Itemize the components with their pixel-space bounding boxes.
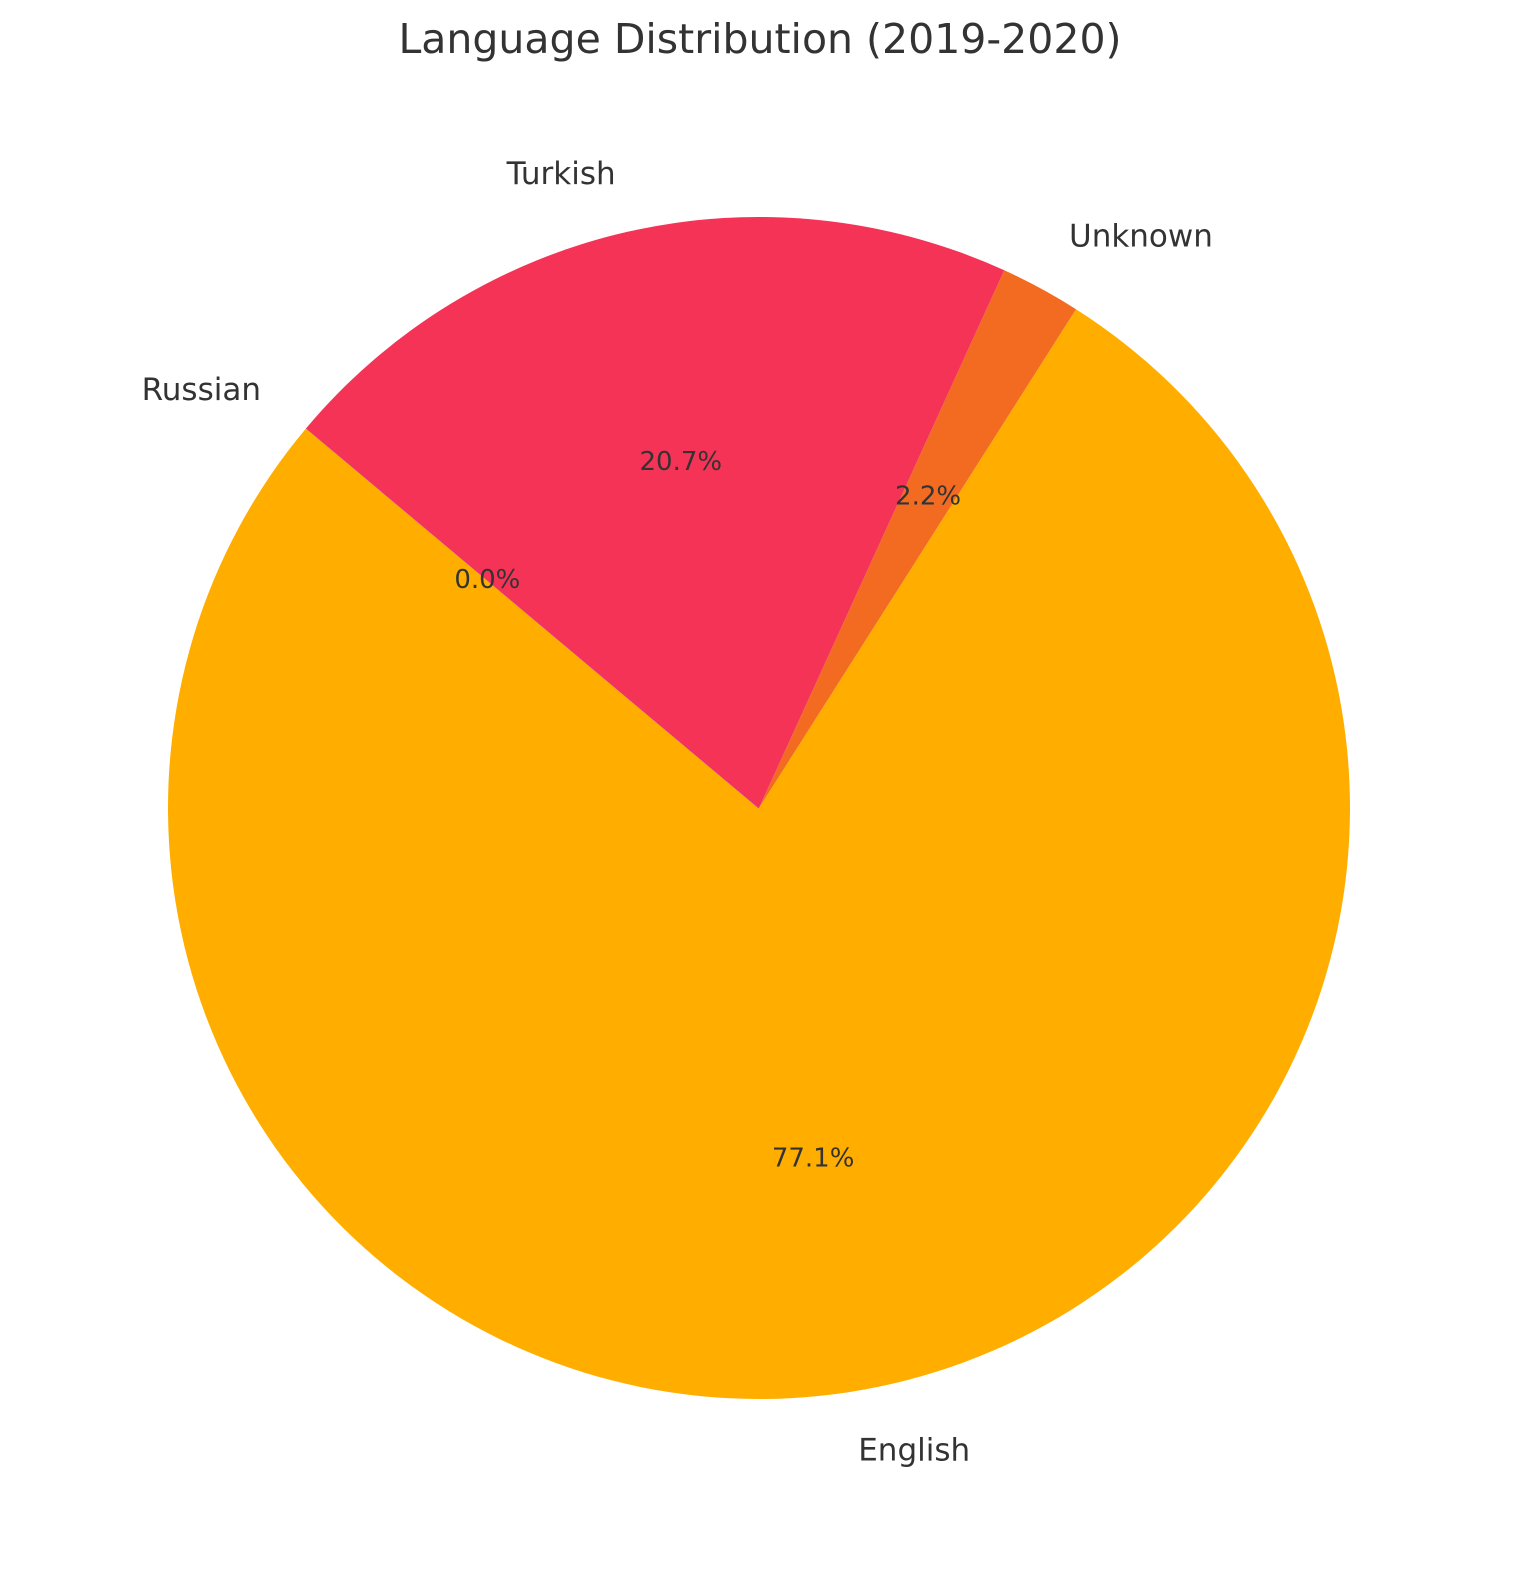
pie-slices (168, 217, 1350, 1400)
slice-label-unknown: Unknown (1069, 219, 1213, 255)
slice-percent-turkish: 20.7% (639, 447, 722, 477)
pie-labels: English 77.1% Unknown 2.2% Turkish 20.7% Russi… (142, 156, 1213, 1469)
pie-slice-russian (305, 427, 760, 809)
pie-slice-english (168, 309, 1350, 1400)
pie-slice-turkish (306, 217, 1005, 809)
slice-label-turkish: Turkish (506, 156, 616, 192)
slice-label-english: English (858, 1432, 970, 1468)
chart-title: Language Distribution (2019-2020) (398, 15, 1121, 63)
pie-slice-unknown (759, 270, 1077, 808)
slice-percent-english: 77.1% (772, 1143, 855, 1173)
slice-label-russian: Russian (142, 372, 261, 408)
slice-percent-russian: 0.0% (454, 565, 520, 595)
slice-percent-unknown: 2.2% (895, 481, 961, 511)
